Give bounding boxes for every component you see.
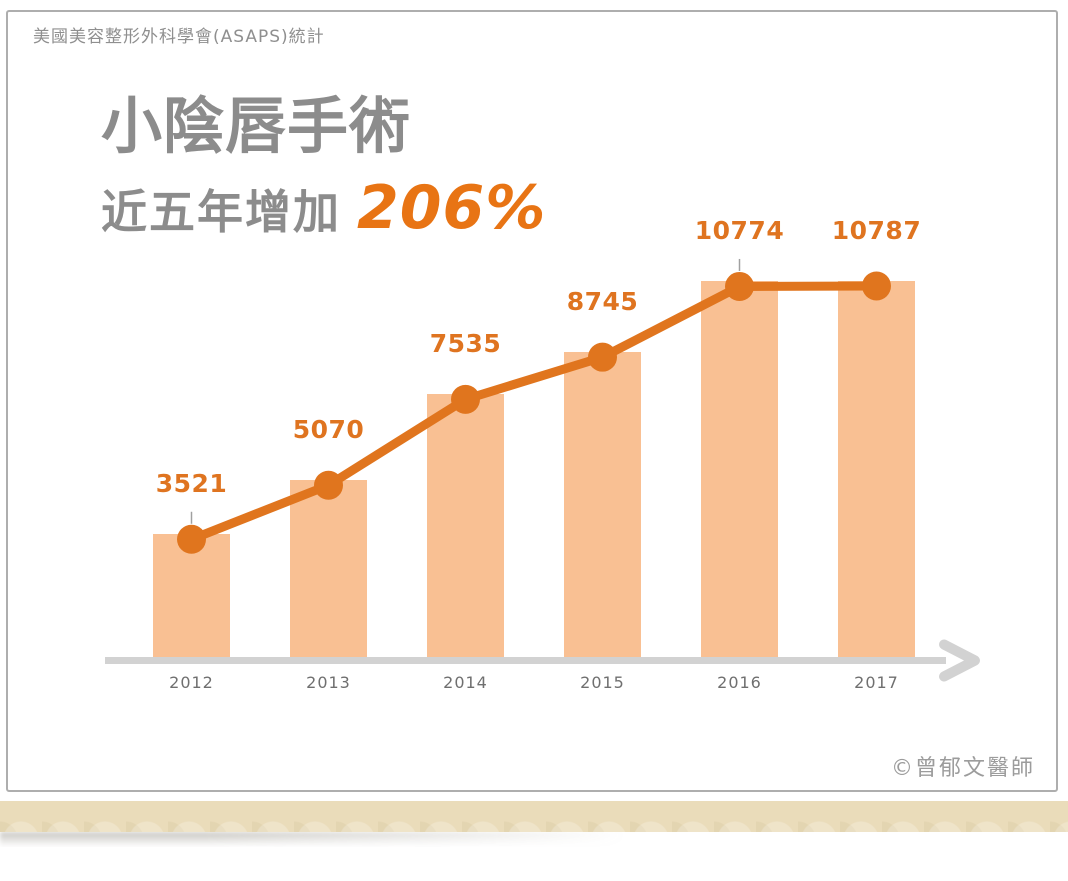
bar-2013 <box>290 480 367 657</box>
bar-2015 <box>564 352 641 657</box>
subtitle: 近五年增加 206% <box>101 178 546 240</box>
year-label-2017: 2017 <box>854 673 899 692</box>
copyright: ©曾郁文醫師 <box>890 756 1035 781</box>
year-label-2016: 2016 <box>717 673 762 692</box>
bar-2016 <box>701 281 778 657</box>
year-label-2015: 2015 <box>580 673 625 692</box>
value-label-2013: 5070 <box>292 415 365 445</box>
growth-percentage: 206% <box>357 173 547 243</box>
bar-2014 <box>427 394 504 657</box>
value-label-2015: 8745 <box>566 287 639 317</box>
page-title: 小陰唇手術 <box>101 91 412 162</box>
axis-arrow-icon <box>939 639 980 682</box>
year-label-2013: 2013 <box>306 673 351 692</box>
bar-2012 <box>153 534 230 657</box>
bar-2017 <box>838 281 915 657</box>
subtitle-prefix: 近五年增加 <box>101 185 341 239</box>
year-label-2014: 2014 <box>443 673 488 692</box>
value-label-2017: 10787 <box>831 216 922 245</box>
strip-shadow <box>0 832 680 847</box>
decorative-strip <box>0 801 1068 832</box>
value-label-2016: 10774 <box>694 216 785 246</box>
source-note: 美國美容整形外科學會(ASAPS)統計 <box>33 27 325 47</box>
value-label-2012: 3521 <box>155 469 228 499</box>
value-label-2014: 7535 <box>429 329 502 359</box>
year-label-2012: 2012 <box>169 673 214 692</box>
